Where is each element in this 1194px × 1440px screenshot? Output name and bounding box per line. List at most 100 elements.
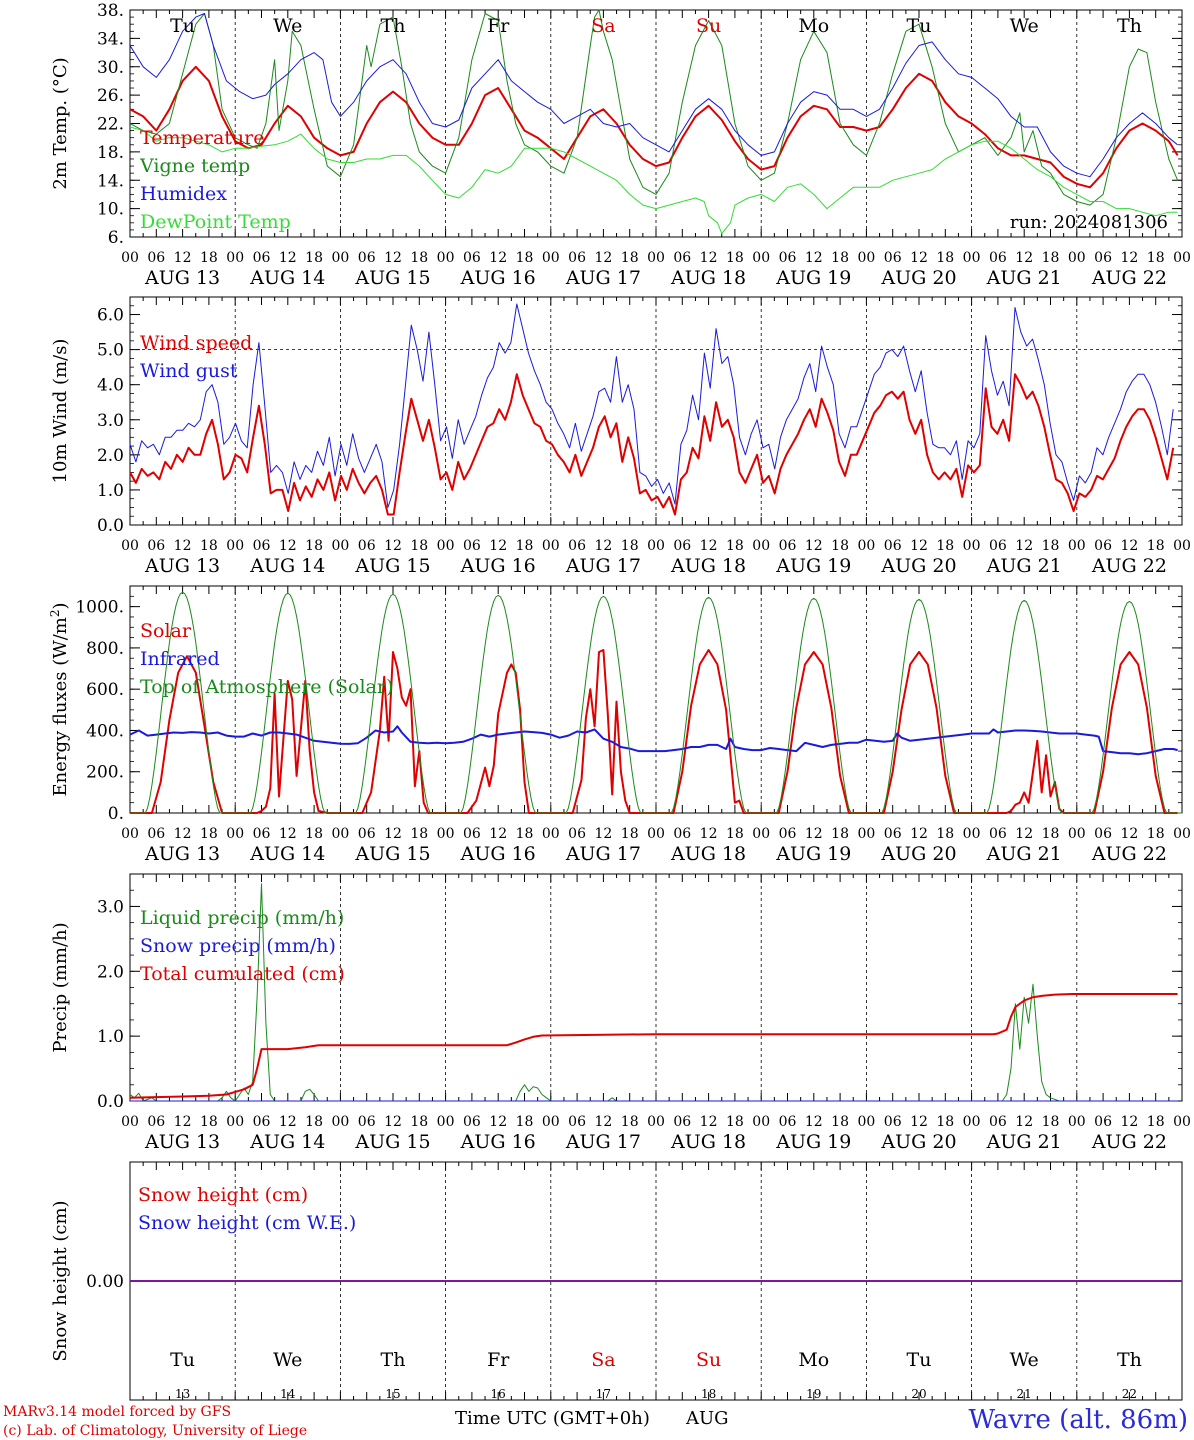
date-label: AUG 20 [880,843,956,865]
day-name: Mo [798,1349,829,1371]
hour-label: 18 [726,1114,744,1130]
date-label: AUG 17 [565,267,641,289]
hour-label: 12 [279,1114,297,1130]
y-axis-label: Precip (mm/h) [50,922,71,1052]
hour-label: 06 [673,538,691,554]
hour-label: 00 [437,826,455,842]
hour-label: 06 [147,826,165,842]
legend-entry: Wind speed [140,332,252,354]
y-tick-label: 0. [108,804,124,824]
hour-label: 12 [174,1114,192,1130]
legend-entry: Total cumulated (cm) [140,963,345,985]
y-tick-label: 2.0 [97,446,124,466]
date-label: AUG 16 [460,843,536,865]
hour-label: 18 [410,1114,428,1130]
hour-label: 06 [358,538,376,554]
hour-label: 12 [1120,826,1138,842]
lab-credit: (c) Lab. of Climatology, University of L… [3,1423,307,1439]
date-label: AUG 13 [144,843,220,865]
day-name: Tu [907,1349,932,1371]
date-label: AUG 18 [670,843,746,865]
hour-label: 18 [621,250,639,266]
legend-entry: Vigne temp [139,155,250,177]
date-label: AUG 15 [354,555,430,577]
hour-label: 12 [594,1114,612,1130]
hour-label: 18 [936,826,954,842]
hour-label: 18 [726,826,744,842]
hour-label: 18 [516,250,534,266]
date-label: AUG 19 [775,267,851,289]
hour-label: 00 [226,1114,244,1130]
hour-label: 06 [779,826,797,842]
hour-label: 00 [963,826,981,842]
hour-label: 12 [174,538,192,554]
hour-label: 06 [1094,250,1112,266]
y-tick-label: 22. [97,115,124,135]
hour-label: 00 [121,1114,139,1130]
hour-label: 12 [700,250,718,266]
hour-label: 18 [516,538,534,554]
hour-label: 12 [279,538,297,554]
hour-label: 00 [752,1114,770,1130]
date-label: AUG 22 [1091,267,1167,289]
date-label: AUG 15 [354,1131,430,1153]
date-label: AUG 22 [1091,843,1167,865]
day-name: Th [381,15,406,37]
day-name: Su [696,1349,721,1371]
panel-precip: 0.0 1.0 2.0 3.0 Precip (mm/h) Liquid precip (… [50,873,1191,1153]
date-label: AUG 14 [249,555,325,577]
hour-label: 12 [279,250,297,266]
hour-label: 18 [831,826,849,842]
date-label: AUG 19 [775,843,851,865]
series-wind-gust [129,303,1174,508]
hour-label: 06 [253,826,271,842]
hour-label: 06 [568,250,586,266]
hour-label: 12 [489,826,507,842]
hour-label: 12 [1120,1114,1138,1130]
legend-entry: Snow height (cm) [138,1184,308,1206]
hour-label: 18 [200,1114,218,1130]
hour-label: 12 [1015,826,1033,842]
date-label: AUG 18 [670,267,746,289]
y-tick-label: 6.0 [97,306,124,326]
day-name: Tu [907,15,932,37]
hour-label: 00 [226,538,244,554]
hour-label: 00 [226,250,244,266]
y-tick-label: 34. [97,29,124,49]
hour-label: 00 [857,538,875,554]
y-tick-label: 1.0 [97,481,124,501]
day-name: Th [1117,1349,1142,1371]
hour-label: 06 [358,1114,376,1130]
day-name: Fr [487,15,510,37]
hour-label: 06 [673,1114,691,1130]
hour-label: 00 [226,826,244,842]
hour-label: 00 [963,538,981,554]
y-tick-label: 3.0 [97,897,124,917]
y-tick-label: 1000. [75,598,124,618]
hour-label: 06 [463,826,481,842]
y-tick-label: 18. [97,143,124,163]
day-name: We [273,1349,302,1371]
y-tick-label: 5.0 [97,341,124,361]
hour-label: 06 [253,538,271,554]
series-infrared [129,725,1178,756]
hour-label: 00 [331,538,349,554]
time-axis-label: Time UTC (GMT+0h) [455,1408,650,1429]
series-vigne-temp [129,9,1179,206]
hour-label: 18 [410,250,428,266]
day-number: 17 [596,1387,611,1401]
hour-label: 18 [726,538,744,554]
hour-label: 18 [200,250,218,266]
y-tick-label: 200. [86,763,124,783]
hour-label: 06 [1094,538,1112,554]
day-number: 22 [1122,1387,1137,1401]
hour-label: 06 [673,250,691,266]
run-label: run: 2024081306 [1010,212,1168,233]
date-label: AUG 21 [986,555,1062,577]
legend-entry: Solar [140,620,192,642]
date-label: AUG 13 [144,267,220,289]
chart-panels: 6. 10. 14. 18. 22. 26. 30. 34. 38. 2m Temp. (°C) T… [48,1,1191,1401]
hour-label: 18 [1042,1114,1060,1130]
hour-label: 06 [147,1114,165,1130]
y-tick-label: 0.00 [86,1272,124,1292]
